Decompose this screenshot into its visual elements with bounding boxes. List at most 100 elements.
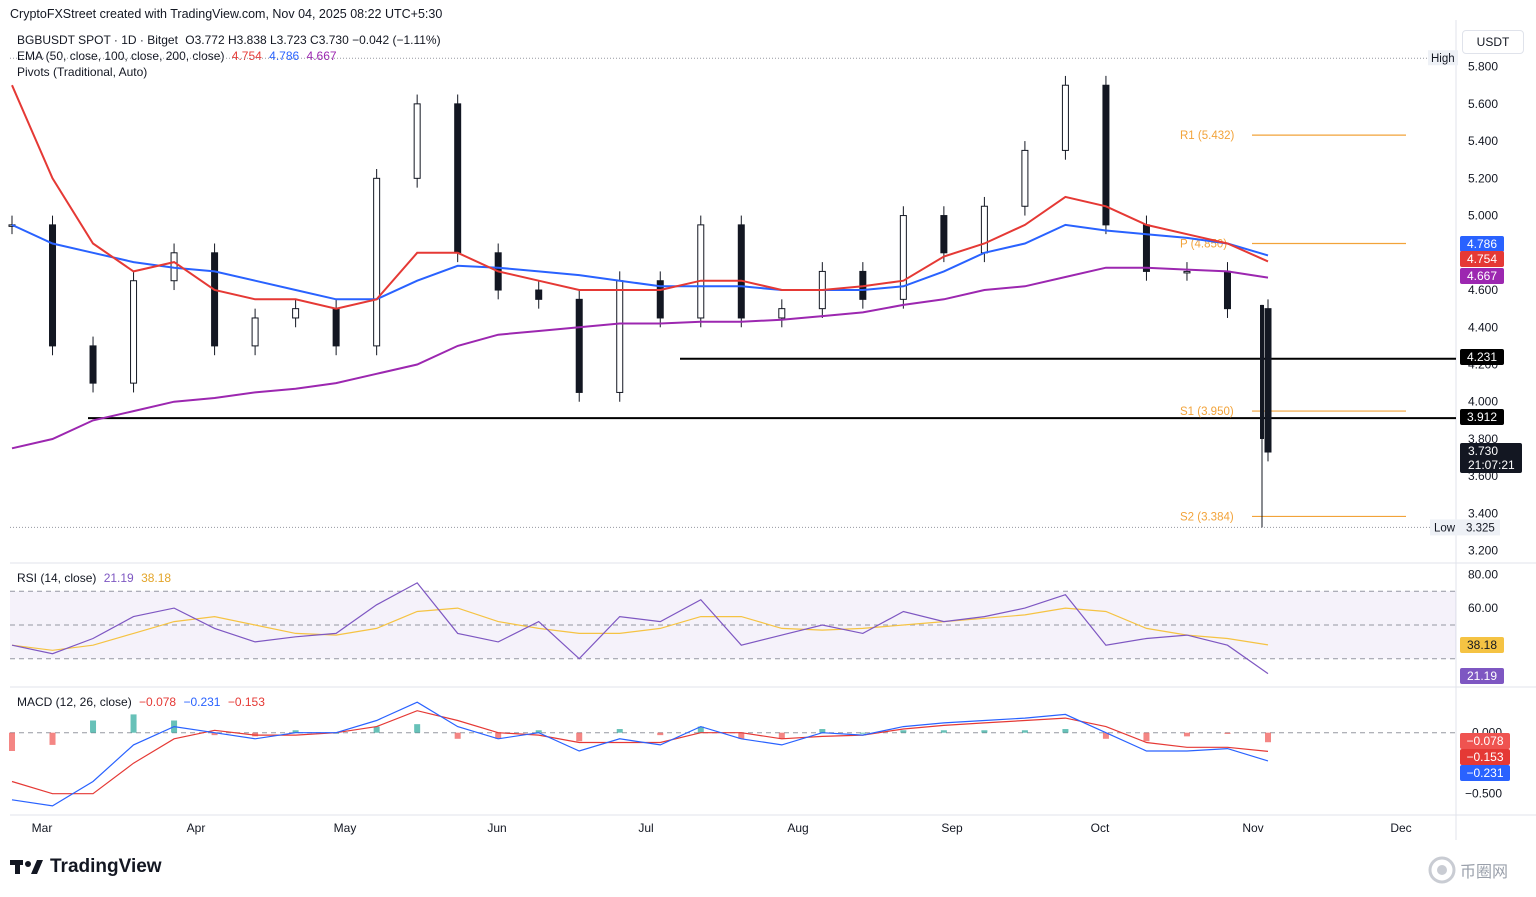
price-badge: 4.667: [1467, 269, 1497, 283]
price-tick: 5.400: [1468, 134, 1498, 148]
macd-badge: −0.078: [1466, 734, 1503, 748]
chart-credit: CryptoFXStreet created with TradingView.…: [10, 7, 443, 21]
time-tick: Oct: [1091, 821, 1110, 835]
candle-body: [1260, 304, 1264, 439]
macd-histogram-bar: [1265, 732, 1271, 743]
price-tick: 5.800: [1468, 60, 1498, 74]
candle-body: [1183, 270, 1191, 274]
price-badge-bg: [1460, 236, 1504, 252]
time-tick: Mar: [32, 821, 53, 835]
macd-histogram-bar: [738, 732, 745, 739]
price-badge-bg: [1460, 409, 1504, 425]
price-tick: 3.400: [1468, 506, 1498, 520]
price-axis: 5.8005.6005.4005.2005.0004.8004.6004.400…: [1428, 50, 1522, 558]
support-lines: [88, 357, 1456, 420]
price-badge: 3.912: [1467, 410, 1497, 424]
current-price: 3.730: [1468, 444, 1498, 458]
candle-body: [899, 215, 907, 300]
currency-button[interactable]: USDT: [1462, 30, 1524, 54]
candle-body: [292, 308, 300, 319]
macd-histogram-bar: [414, 724, 421, 733]
price-tick: 4.000: [1468, 395, 1498, 409]
ema-lines: [11, 84, 1269, 450]
price-tick: 4.600: [1468, 283, 1498, 297]
legend-ohlc: O3.772 H3.838 L3.723 C3.730 −0.042 (−1.1…: [185, 33, 441, 47]
candle-body: [980, 205, 988, 254]
time-tick: Jul: [638, 821, 653, 835]
rsi-line: [11, 582, 1269, 675]
rsi-badge: 38.18: [1467, 638, 1497, 652]
candle-body: [332, 308, 340, 347]
candle-body: [413, 103, 421, 179]
macd-histogram-bar: [292, 730, 299, 733]
candle-body: [778, 308, 786, 319]
price-tick: 5.200: [1468, 171, 1498, 185]
macd-badge-bg: [1460, 765, 1510, 781]
macd-histogram-bar: [1102, 732, 1109, 739]
legend-rsi: RSI (14, close) 21.19 38.18: [17, 571, 175, 585]
candle-body: [616, 280, 624, 393]
chart-frame: [10, 20, 1536, 840]
macd-histogram-bar: [859, 732, 866, 734]
current-price-bg: [1460, 443, 1522, 473]
candle-body: [89, 345, 97, 384]
time-tick: Dec: [1390, 821, 1411, 835]
candle-body: [737, 224, 745, 319]
tradingview-brand: TradingView: [50, 856, 162, 877]
watermark-text: 币圈网: [1460, 864, 1509, 881]
macd-histogram-bar: [1183, 732, 1190, 737]
candle-body: [575, 298, 583, 393]
price-badge: 4.231: [1467, 350, 1497, 364]
candle-body: [211, 252, 219, 347]
watermark-icon: [1428, 856, 1456, 884]
price-tick: 5.000: [1468, 209, 1498, 223]
time-tick: Apr: [187, 821, 206, 835]
pivot-label: S2 (3.384): [1180, 511, 1234, 523]
legend-ema: EMA (50, close, 100, close, 200, close) …: [17, 49, 341, 63]
time-tick: Nov: [1242, 821, 1263, 835]
rsi-badge-bg: [1460, 637, 1504, 653]
price-tick: 3.200: [1468, 544, 1498, 558]
rsi-tick: 80.00: [1468, 567, 1498, 581]
low-tag: Low: [1434, 522, 1456, 534]
price-badge: 4.786: [1467, 237, 1497, 251]
macd-histogram-bar: [454, 732, 461, 739]
legend-rsi-value: 21.19: [103, 571, 134, 585]
candle-body: [251, 317, 259, 347]
watermark: 币圈网: [1428, 856, 1508, 884]
candle-body: [656, 280, 664, 319]
high-tag-bg: [1428, 50, 1458, 66]
macd-histogram-bar: [90, 720, 97, 733]
candle-body: [940, 215, 948, 254]
candle-body: [1264, 308, 1272, 453]
rsi-pane: 80.00 60.00 38.18 21.19: [10, 567, 1504, 684]
macd-histogram-bar: [576, 732, 583, 742]
tradingview-logo[interactable]: TradingView: [10, 856, 162, 878]
ema100-line: [11, 223, 1269, 301]
legend-macd-label: MACD (12, 26, close): [17, 695, 132, 709]
macd-histogram-bar: [940, 730, 947, 733]
legend-rsi-label: RSI (14, close): [17, 571, 97, 585]
pivot-lines: R1 (5.432)P (4.850)S1 (3.950)S2 (3.384): [1180, 130, 1406, 523]
macd-histogram-bar: [130, 714, 137, 733]
macd-pane: 0.000−0.500−0.078−0.153−0.231: [9, 701, 1510, 807]
macd-histogram-bar: [9, 732, 15, 751]
macd-histogram-bar: [778, 732, 785, 739]
macd-histogram-bar: [657, 732, 664, 736]
legend-ema-label: EMA (50, close, 100, close, 200, close): [17, 49, 225, 63]
high-tag: High: [1431, 53, 1455, 65]
macd-tick: −0.500: [1465, 787, 1502, 801]
legend-symbol: BGBUSDT SPOT · 1D · Bitget O3.772 H3.838…: [17, 33, 445, 47]
macd-histogram-bar: [535, 730, 542, 733]
candle-body: [535, 289, 543, 300]
price-tick: 5.600: [1468, 97, 1498, 111]
macd-signal-line: [11, 710, 1269, 795]
legend-ema50: 4.754: [231, 49, 262, 63]
macd-badge: −0.231: [1466, 766, 1503, 780]
ema200-line: [11, 266, 1269, 450]
pivot-label: R1 (5.432): [1180, 130, 1235, 142]
macd-histogram-bar: [1143, 732, 1150, 742]
legend-ema200: 4.667: [306, 49, 337, 63]
macd-histogram-bar: [697, 726, 704, 733]
